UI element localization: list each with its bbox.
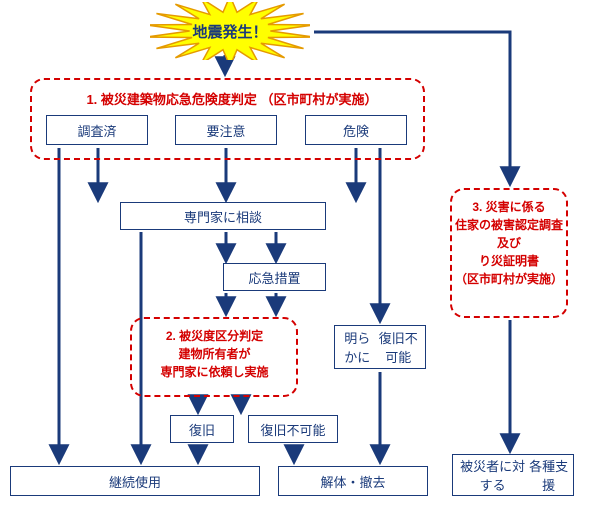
earthquake-starburst: 地震発生！	[150, 2, 310, 60]
node-repno: 復旧不可能	[248, 415, 338, 443]
node-norest: 明らかに復旧不可能	[334, 325, 426, 369]
region-title-r3: 3. 災害に係る住家の被害認定調査及びり災証明書（区市町村が実施）	[454, 198, 564, 288]
node-expert: 専門家に相談	[120, 202, 326, 230]
node-warn: 要注意	[175, 115, 277, 145]
region-title-r1: 1. 被災建築物応急危険度判定 （区市町村が実施）	[72, 90, 392, 110]
region-title-r2: 2. 被災度区分判定建物所有者が専門家に依頼し実施	[142, 327, 287, 381]
node-support: 被災者に対する各種支援	[452, 454, 574, 496]
node-danger: 危険	[305, 115, 407, 145]
node-cont: 継続使用	[10, 466, 260, 496]
node-rep: 復旧	[170, 415, 234, 443]
node-chk: 調査済	[46, 115, 148, 145]
earthquake-label: 地震発生！	[150, 2, 310, 60]
node-demo: 解体・撤去	[278, 466, 428, 496]
node-emerg: 応急措置	[223, 263, 326, 291]
flowchart-canvas: 地震発生！ 1. 被災建築物応急危険度判定 （区市町村が実施） 2. 被災度区分判…	[0, 0, 591, 513]
